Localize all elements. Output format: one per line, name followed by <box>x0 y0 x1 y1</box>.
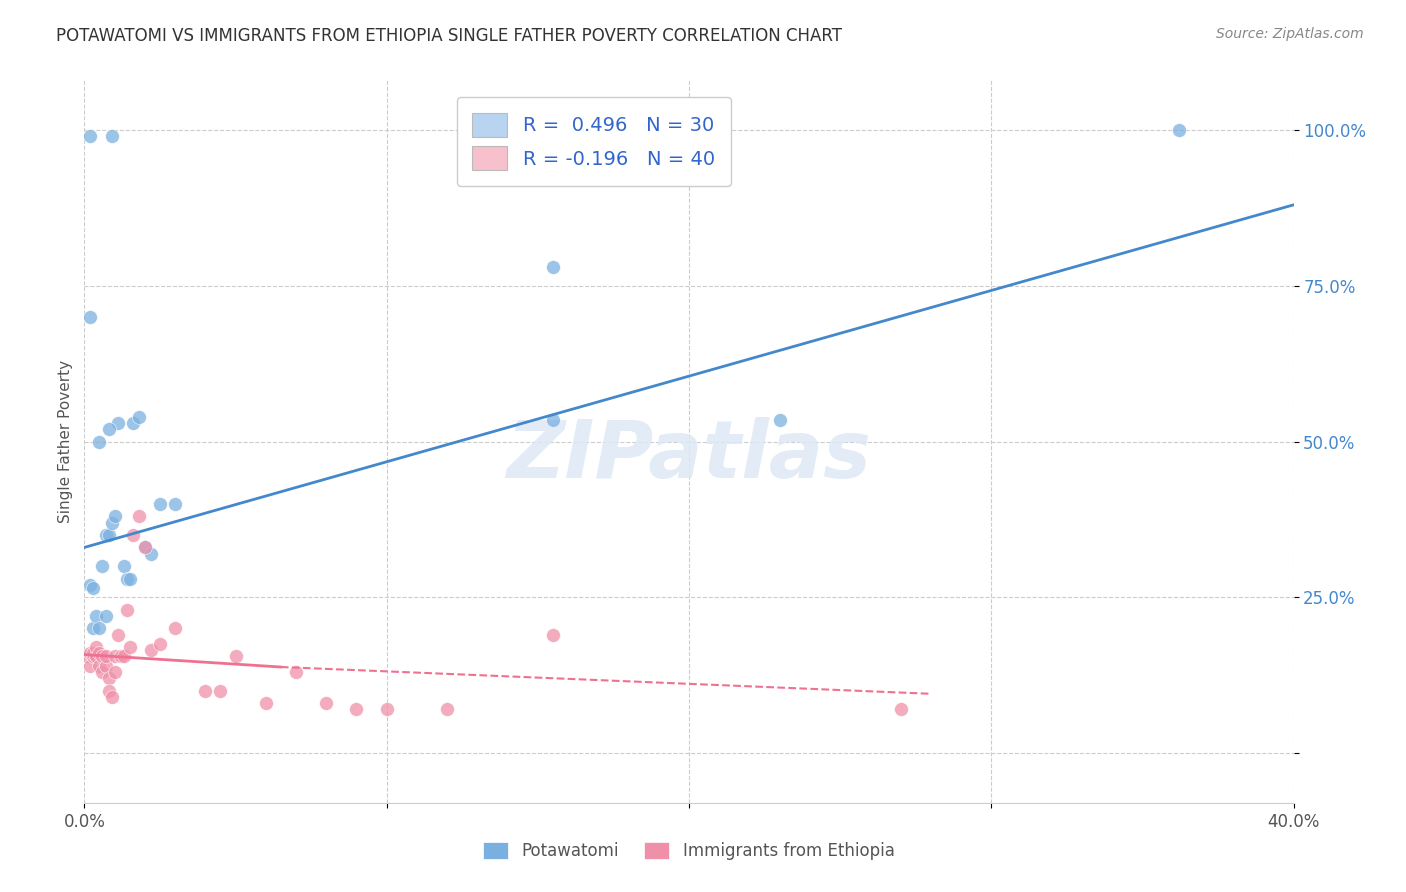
Point <box>94 609 117 624</box>
Point <box>375 702 398 716</box>
Point <box>94 649 117 664</box>
Point <box>209 683 232 698</box>
Point <box>104 665 127 679</box>
Point <box>97 683 120 698</box>
Point <box>194 683 217 698</box>
Point <box>139 547 162 561</box>
Point <box>89 434 111 449</box>
Point <box>91 665 114 679</box>
Point <box>165 621 187 635</box>
Text: POTAWATOMI VS IMMIGRANTS FROM ETHIOPIA SINGLE FATHER POVERTY CORRELATION CHART: POTAWATOMI VS IMMIGRANTS FROM ETHIOPIA S… <box>56 27 842 45</box>
Point <box>115 603 138 617</box>
Point <box>541 627 564 641</box>
Point <box>285 665 308 679</box>
Point <box>890 702 912 716</box>
Point <box>100 129 122 144</box>
Point <box>112 559 135 574</box>
Point <box>94 658 117 673</box>
Point <box>165 497 187 511</box>
Point <box>139 643 162 657</box>
Point <box>76 649 98 664</box>
Point <box>104 509 127 524</box>
Point <box>315 696 337 710</box>
Point <box>91 649 114 664</box>
Point <box>82 581 104 595</box>
Point <box>107 627 129 641</box>
Point <box>79 578 101 592</box>
Legend: Potawatomi, Immigrants from Ethiopia: Potawatomi, Immigrants from Ethiopia <box>477 835 901 867</box>
Point <box>97 671 120 685</box>
Point <box>79 658 101 673</box>
Point <box>82 621 104 635</box>
Point <box>346 702 368 716</box>
Point <box>97 528 120 542</box>
Point <box>86 640 108 654</box>
Y-axis label: Single Father Poverty: Single Father Poverty <box>58 360 73 523</box>
Point <box>115 572 138 586</box>
Point <box>149 497 172 511</box>
Point <box>118 640 141 654</box>
Point <box>254 696 277 710</box>
Point <box>121 528 143 542</box>
Point <box>86 609 108 624</box>
Point <box>82 649 104 664</box>
Point <box>112 649 135 664</box>
Point <box>128 509 150 524</box>
Point <box>104 649 127 664</box>
Point <box>118 572 141 586</box>
Point <box>541 413 564 427</box>
Point <box>121 416 143 430</box>
Point <box>82 646 104 660</box>
Text: Source: ZipAtlas.com: Source: ZipAtlas.com <box>1216 27 1364 41</box>
Text: ZIPatlas: ZIPatlas <box>506 417 872 495</box>
Point <box>436 702 458 716</box>
Point <box>134 541 156 555</box>
Point <box>128 409 150 424</box>
Point <box>89 646 111 660</box>
Point <box>97 422 120 436</box>
Point <box>86 649 108 664</box>
Point <box>100 516 122 530</box>
Point <box>79 129 101 144</box>
Point <box>1167 123 1189 137</box>
Point <box>134 541 156 555</box>
Point <box>79 310 101 324</box>
Point <box>100 690 122 704</box>
Point <box>110 649 132 664</box>
Point <box>225 649 247 664</box>
Point <box>79 646 101 660</box>
Point <box>149 637 172 651</box>
Point <box>541 260 564 274</box>
Point <box>91 559 114 574</box>
Point <box>89 621 111 635</box>
Point <box>89 658 111 673</box>
Point <box>107 416 129 430</box>
Point <box>769 413 792 427</box>
Point <box>94 528 117 542</box>
